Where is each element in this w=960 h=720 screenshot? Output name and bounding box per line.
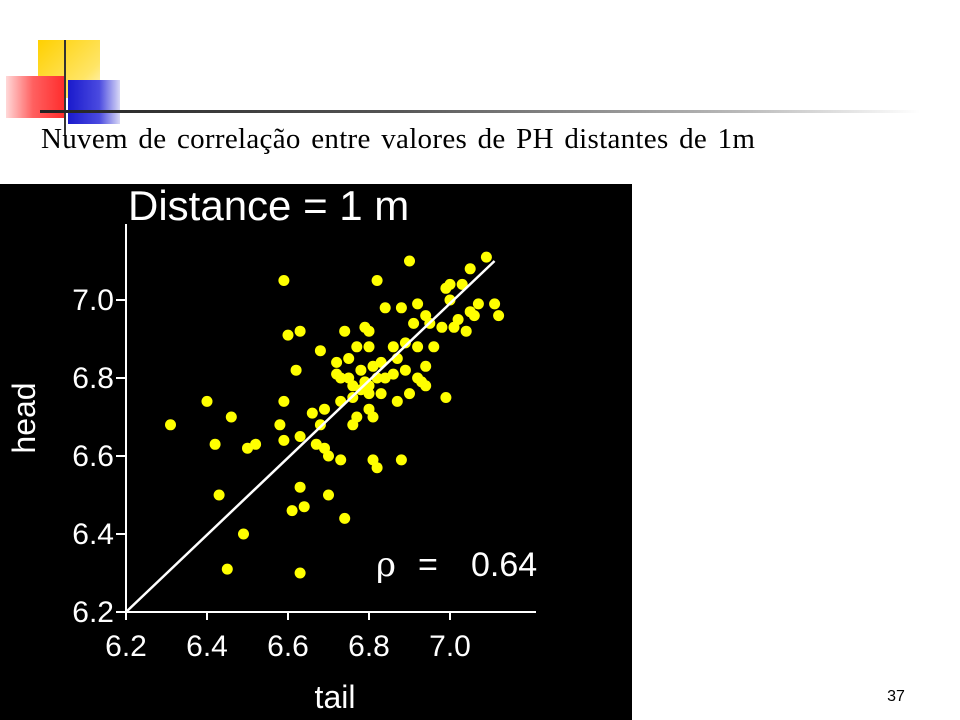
scatter-point (404, 255, 415, 267)
scatter-point (335, 454, 347, 466)
scatter-point (420, 380, 432, 392)
y-tick-label: 7.0 (72, 284, 114, 317)
scatter-point (221, 563, 233, 575)
y-tick-label: 6.4 (72, 518, 114, 551)
y-tick-label: 6.6 (72, 440, 114, 473)
scatter-point (274, 419, 286, 431)
scatter-chart: Distance = 1 m 6.2 6.4 6.6 6.8 7.0 6.2 6.4 6.6… (0, 184, 632, 720)
scatter-point (367, 411, 379, 423)
scatter-point (472, 298, 484, 310)
scatter-point (436, 321, 448, 333)
scatter-point (225, 411, 237, 423)
scatter-point (408, 317, 420, 329)
scatter-point (278, 434, 290, 446)
chart-background (0, 184, 632, 720)
scatter-point (363, 325, 375, 337)
scatter-point (395, 302, 407, 314)
x-tick-label: 6.8 (348, 630, 390, 663)
scatter-point (464, 263, 476, 275)
scatter-point (314, 419, 326, 431)
scatter-point (335, 372, 347, 384)
scatter-point (375, 388, 387, 400)
scatter-point (339, 325, 351, 337)
scatter-point (201, 395, 213, 407)
scatter-point (412, 298, 424, 310)
scatter-point (286, 505, 298, 517)
scatter-point (460, 325, 472, 337)
scatter-point (310, 438, 322, 450)
x-tick-label: 6.4 (186, 630, 228, 663)
scatter-point (282, 329, 294, 341)
scatter-point (452, 314, 464, 325)
scatter-point (290, 364, 302, 376)
scatter-point (480, 251, 492, 263)
x-tick-label: 7.0 (429, 630, 471, 663)
scatter-point (363, 388, 375, 400)
scatter-point (379, 302, 391, 314)
scatter-point (278, 275, 290, 286)
scatter-point (371, 275, 383, 286)
scatter-point (298, 501, 310, 513)
y-axis-label: head (6, 382, 42, 453)
scatter-point (319, 403, 330, 415)
scatter-point (468, 310, 480, 322)
scatter-point (294, 325, 306, 337)
scatter-point (493, 310, 505, 322)
scatter-point (412, 341, 424, 353)
scatter-point (306, 407, 318, 419)
scatter-point (391, 395, 403, 407)
scatter-point (428, 341, 440, 353)
x-axis-label: tail (315, 679, 356, 715)
scatter-point (440, 392, 452, 403)
scatter-point (294, 481, 306, 493)
scatter-point (250, 438, 262, 450)
deco-blue-square (68, 80, 120, 124)
scatter-point (339, 512, 351, 524)
scatter-point (314, 345, 326, 357)
scatter-point (395, 454, 407, 466)
scatter-point (278, 395, 290, 407)
y-tick-label: 6.2 (72, 596, 114, 629)
scatter-point (404, 388, 415, 400)
scatter-point (399, 364, 411, 376)
scatter-point (323, 450, 334, 462)
scatter-point (444, 278, 456, 290)
x-tick-label: 6.6 (267, 630, 309, 663)
scatter-point (456, 278, 468, 290)
scatter-point (351, 341, 363, 353)
scatter-point (489, 298, 501, 310)
scatter-point (420, 360, 432, 372)
scatter-point (238, 528, 249, 540)
y-tick-label: 6.8 (72, 362, 114, 395)
scatter-point (351, 411, 363, 423)
scatter-point (323, 489, 334, 501)
scatter-point (294, 567, 306, 579)
x-tick-label: 6.2 (105, 630, 147, 663)
rho-value: 0.64 (471, 546, 537, 584)
regression-line (125, 260, 496, 613)
rho-equals: = (418, 546, 438, 584)
scatter-point (331, 356, 343, 368)
scatter-point (387, 368, 399, 380)
deco-vertical-line (64, 40, 66, 136)
scatter-point (209, 438, 221, 450)
slide-number: 37 (887, 688, 905, 705)
scatter-point (355, 364, 367, 376)
scatter-point (165, 419, 176, 431)
slide-title: Nuvem de correlação entre valores de PH … (41, 123, 756, 155)
scatter-point (387, 341, 399, 353)
chart-title: Distance = 1 m (128, 184, 409, 229)
scatter-point (399, 337, 411, 349)
scatter-point (444, 294, 456, 306)
scatter-point (294, 431, 306, 442)
deco-horizontal-line (40, 110, 920, 113)
scatter-point (371, 462, 383, 474)
scatter-point (343, 353, 355, 364)
rho-symbol: ρ (376, 545, 396, 585)
scatter-point (213, 489, 225, 501)
scatter-point (363, 341, 375, 353)
